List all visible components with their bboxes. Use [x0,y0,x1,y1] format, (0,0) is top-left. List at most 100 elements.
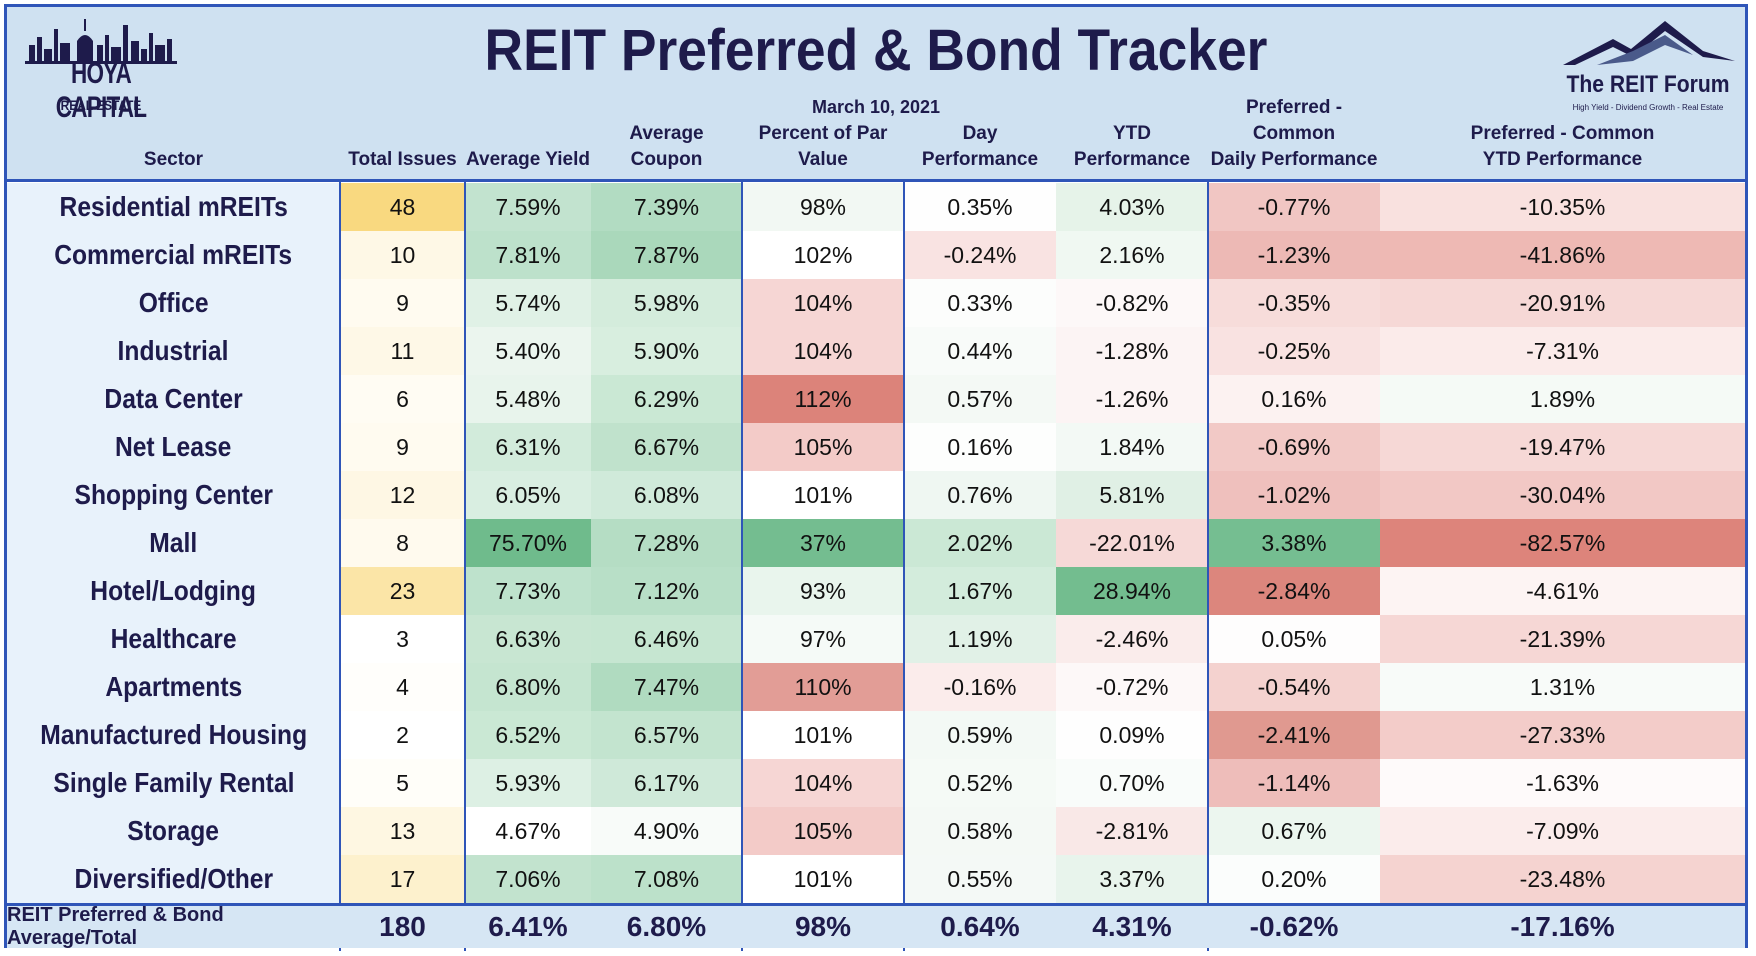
logo-left-line2: REAL ESTATE [60,97,142,113]
cell-pc-ytd-performance: -41.86% [1380,231,1745,279]
column-header-line1: Average Yield [466,149,590,170]
table-header: HOYA CAPITAL REAL ESTATE REIT Preferred … [7,7,1745,179]
cell-sector: Office [7,279,340,327]
sector-name: Office [138,287,209,318]
cell-average-yield: 75.70% [465,519,591,567]
cell-percent-of-par: 105% [742,807,904,855]
total-percent-of-par: 98% [794,911,852,942]
total-average-yield: 6.41% [488,911,568,942]
cell-day-performance: 0.57% [904,375,1056,423]
table-row: Apartments 4 6.80% 7.47% 110% -0.16% -0.72% -0.… [7,663,1745,711]
sector-name: Healthcare [110,623,237,654]
column-divider [1207,182,1209,951]
cell-day-performance: 0.59% [904,711,1056,759]
cell-pc-daily-performance: -0.69% [1208,423,1380,471]
cell-sector: Manufactured Housing [7,711,340,759]
cell-day-performance: -0.16% [904,663,1056,711]
cell-sector: Shopping Center [7,471,340,519]
cell-average-yield: 6.80% [465,663,591,711]
cell-pc-daily-performance: -1.23% [1208,231,1380,279]
cell-pc-daily-performance: -0.77% [1208,183,1380,231]
sector-name: Residential mREITs [59,191,288,222]
column-header-line2: Daily Performance [1210,149,1378,170]
sector-name: Apartments [105,671,242,702]
cell-day-performance: 0.33% [904,279,1056,327]
cell-total-issues: 11 [340,327,465,375]
cell-percent-of-par: 97% [742,615,904,663]
cell-pc-daily-performance: 0.20% [1208,855,1380,903]
total-pc-ytd-performance: -17.16% [1510,911,1615,942]
sector-name: Single Family Rental [52,767,294,798]
cell-average-coupon: 6.29% [591,375,742,423]
column-header-average-coupon: Average Coupon [591,123,742,179]
cell-ytd-performance: -1.26% [1056,375,1208,423]
cell-pc-daily-performance: -1.02% [1208,471,1380,519]
cell-ytd-performance: -1.28% [1056,327,1208,375]
cell-day-performance: 0.16% [904,423,1056,471]
cell-average-yield: 7.73% [465,567,591,615]
logo-right-line2: High Yield - Dividend Growth - Real Esta… [1572,103,1724,112]
header-divider [7,179,1745,182]
total-divider [7,903,1745,906]
cell-total-issues: 6 [340,375,465,423]
cell-sector: Data Center [7,375,340,423]
cell-ytd-performance: 4.03% [1056,183,1208,231]
total-day-performance: 0.64% [940,911,1020,942]
cell-sector: Healthcare [7,615,340,663]
cell-sector: Mall [7,519,340,567]
sector-name: Commercial mREITs [54,239,293,270]
cell-pc-ytd-performance: -21.39% [1380,615,1745,663]
column-header-line1: Preferred - Common [1470,123,1655,144]
sector-name: Industrial [118,335,229,366]
cell-average-yield: 5.48% [465,375,591,423]
cell-ytd-performance: 2.16% [1056,231,1208,279]
column-header-percent-of-par: Percent of Par Value [742,123,904,179]
table-row: Single Family Rental 5 5.93% 6.17% 104% 0.52%… [7,759,1745,807]
cell-pc-daily-performance: -1.14% [1208,759,1380,807]
cell-total-issues: 2 [340,711,465,759]
cell-pc-daily-performance: -0.54% [1208,663,1380,711]
cell-sector: Single Family Rental [7,759,340,807]
cell-percent-of-par: 112% [742,375,904,423]
cell-day-performance: 2.02% [904,519,1056,567]
cell-day-performance: 0.55% [904,855,1056,903]
cell-pc-ytd-performance: -7.09% [1380,807,1745,855]
cell-pc-daily-performance: -0.35% [1208,279,1380,327]
table-row: Net Lease 9 6.31% 6.67% 105% 0.16% 1.84% -0.69%… [7,423,1745,471]
cell-average-coupon: 5.98% [591,279,742,327]
cell-total-issues: 9 [340,423,465,471]
cell-pc-ytd-performance: -19.47% [1380,423,1745,471]
cell-pc-ytd-performance: -10.35% [1380,183,1745,231]
cell-pc-daily-performance: 0.16% [1208,375,1380,423]
cell-average-yield: 7.06% [465,855,591,903]
cell-ytd-performance: -0.82% [1056,279,1208,327]
sector-name: Shopping Center [74,479,273,510]
cell-average-yield: 6.31% [465,423,591,471]
cell-percent-of-par: 98% [742,183,904,231]
cell-average-coupon: 7.87% [591,231,742,279]
cell-ytd-performance: 1.84% [1056,423,1208,471]
cell-day-performance: 0.44% [904,327,1056,375]
cell-total-issues: 5 [340,759,465,807]
sector-name: Manufactured Housing [40,719,307,750]
cell-pc-daily-performance: -2.84% [1208,567,1380,615]
cell-pc-daily-performance: 0.67% [1208,807,1380,855]
cell-pc-ytd-performance: -27.33% [1380,711,1745,759]
cell-pc-ytd-performance: -7.31% [1380,327,1745,375]
cell-pc-ytd-performance: -30.04% [1380,471,1745,519]
total-total-issues: 180 [379,911,426,942]
tracker-table-frame: HOYA CAPITAL REAL ESTATE REIT Preferred … [4,4,1748,951]
skyline-icon [25,19,177,64]
cell-average-coupon: 6.46% [591,615,742,663]
table-row: Office 9 5.74% 5.98% 104% 0.33% -0.82% -0.35% -2… [7,279,1745,327]
cell-average-coupon: 6.67% [591,423,742,471]
total-ytd-performance: 4.31% [1092,911,1172,942]
table-row: Data Center 6 5.48% 6.29% 112% 0.57% -1.26% 0.1… [7,375,1745,423]
column-divider [464,182,466,951]
column-header-line1: Sector [143,149,204,170]
column-header-average-yield: Average Yield [465,127,591,179]
column-header-pc-daily-performance: Preferred - Common Daily Performance [1208,97,1380,179]
column-header-line1: Preferred - Common [1245,97,1343,144]
total-average-coupon: 6.80% [626,911,707,942]
cell-ytd-performance: -2.46% [1056,615,1208,663]
